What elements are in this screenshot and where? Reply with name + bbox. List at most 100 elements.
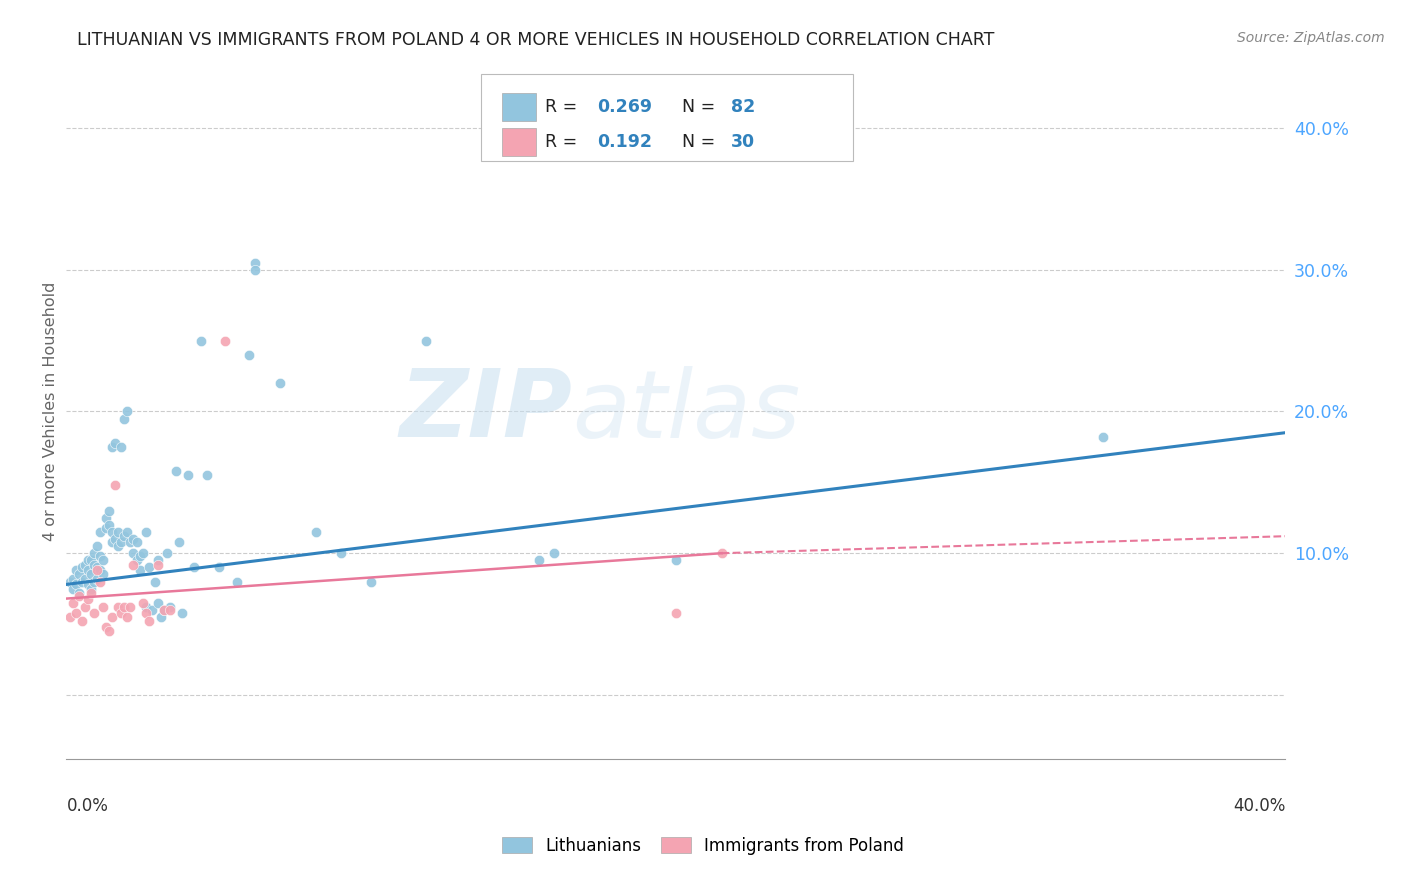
Point — [65, 606, 87, 620]
Point — [112, 411, 135, 425]
Text: N =: N = — [682, 98, 721, 116]
Point — [94, 620, 117, 634]
Point — [110, 606, 132, 620]
Point — [70, 614, 93, 628]
Point — [146, 596, 169, 610]
Point — [83, 546, 105, 560]
Point — [86, 563, 108, 577]
Point — [120, 600, 142, 615]
Point — [58, 574, 80, 589]
Point — [238, 348, 260, 362]
FancyBboxPatch shape — [502, 128, 536, 156]
Point — [195, 468, 218, 483]
Text: 0.192: 0.192 — [596, 133, 651, 151]
Point — [159, 600, 181, 615]
Legend: Lithuanians, Immigrants from Poland: Lithuanians, Immigrants from Poland — [495, 830, 911, 862]
Point — [112, 600, 135, 615]
Point — [62, 582, 84, 596]
Text: LITHUANIAN VS IMMIGRANTS FROM POLAND 4 OR MORE VEHICLES IN HOUSEHOLD CORRELATION: LITHUANIAN VS IMMIGRANTS FROM POLAND 4 O… — [77, 31, 994, 49]
Point — [143, 574, 166, 589]
Point — [94, 521, 117, 535]
Point — [89, 549, 111, 563]
Text: ZIP: ZIP — [399, 366, 572, 458]
Point — [67, 567, 90, 582]
Point — [101, 524, 124, 539]
Point — [117, 610, 139, 624]
Point — [98, 503, 121, 517]
Text: 0.269: 0.269 — [596, 98, 651, 116]
Point — [415, 334, 437, 348]
Point — [104, 435, 127, 450]
Point — [360, 574, 382, 589]
Point — [190, 334, 212, 348]
Point — [76, 591, 98, 606]
Text: R =: R = — [546, 133, 583, 151]
Point — [117, 524, 139, 539]
FancyBboxPatch shape — [502, 93, 536, 120]
Point — [73, 572, 96, 586]
Point — [120, 534, 142, 549]
Point — [101, 534, 124, 549]
Point — [62, 572, 84, 586]
Point — [107, 539, 129, 553]
Point — [710, 546, 733, 560]
Point — [101, 440, 124, 454]
Point — [65, 563, 87, 577]
Point — [138, 614, 160, 628]
Text: 40.0%: 40.0% — [1233, 797, 1285, 815]
Point — [177, 468, 200, 483]
Y-axis label: 4 or more Vehicles in Household: 4 or more Vehicles in Household — [44, 282, 58, 541]
Point — [65, 577, 87, 591]
Point — [167, 534, 190, 549]
Point — [131, 596, 153, 610]
Point — [83, 574, 105, 589]
Point — [305, 524, 328, 539]
Point — [73, 558, 96, 572]
Point — [183, 560, 205, 574]
Point — [107, 600, 129, 615]
Point — [208, 560, 231, 574]
Point — [94, 510, 117, 524]
Point — [98, 624, 121, 639]
Point — [125, 553, 148, 567]
Point — [122, 532, 145, 546]
Point — [112, 529, 135, 543]
Point — [665, 606, 688, 620]
Point — [76, 553, 98, 567]
Point — [138, 560, 160, 574]
Point — [80, 567, 103, 582]
Point — [156, 546, 179, 560]
Point — [101, 610, 124, 624]
Point — [67, 589, 90, 603]
FancyBboxPatch shape — [481, 74, 852, 161]
Point — [89, 524, 111, 539]
Point — [104, 532, 127, 546]
Point — [128, 549, 150, 563]
Point — [80, 553, 103, 567]
Point — [62, 596, 84, 610]
Point — [128, 563, 150, 577]
Point — [91, 567, 114, 582]
Point — [58, 610, 80, 624]
Point — [107, 524, 129, 539]
Point — [329, 546, 352, 560]
Point — [117, 404, 139, 418]
Point — [73, 600, 96, 615]
Point — [149, 610, 172, 624]
Point — [70, 574, 93, 589]
Point — [122, 558, 145, 572]
Point — [104, 478, 127, 492]
Point — [76, 577, 98, 591]
Point — [131, 546, 153, 560]
Point — [89, 563, 111, 577]
Text: N =: N = — [682, 133, 721, 151]
Point — [245, 255, 267, 269]
Point — [125, 534, 148, 549]
Point — [269, 376, 291, 390]
Point — [153, 603, 176, 617]
Point — [172, 606, 194, 620]
Point — [91, 600, 114, 615]
Point — [146, 553, 169, 567]
Point — [89, 574, 111, 589]
Point — [665, 553, 688, 567]
